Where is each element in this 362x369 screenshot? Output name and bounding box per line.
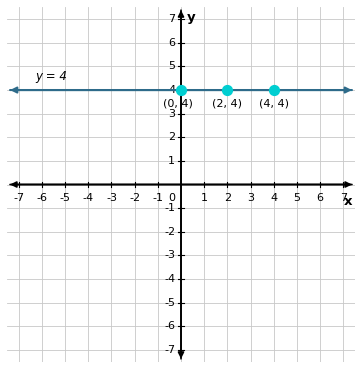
Point <box>178 87 184 93</box>
Text: 4: 4 <box>270 193 277 203</box>
Text: 4: 4 <box>168 85 175 95</box>
Text: -4: -4 <box>164 274 175 284</box>
Text: (0, 4): (0, 4) <box>163 98 193 108</box>
Text: -6: -6 <box>164 321 175 331</box>
Text: -1: -1 <box>152 193 163 203</box>
Text: (2, 4): (2, 4) <box>212 98 242 108</box>
Point <box>224 87 230 93</box>
Text: y: y <box>187 11 195 24</box>
Text: 2: 2 <box>224 193 231 203</box>
Text: 5: 5 <box>168 61 175 72</box>
Text: 1: 1 <box>201 193 208 203</box>
Text: 5: 5 <box>293 193 300 203</box>
Text: -7: -7 <box>13 193 24 203</box>
Text: 2: 2 <box>168 132 175 142</box>
Text: -2: -2 <box>129 193 140 203</box>
Text: 7: 7 <box>168 14 175 24</box>
Text: 1: 1 <box>168 156 175 166</box>
Text: -2: -2 <box>164 227 175 237</box>
Text: 6: 6 <box>168 38 175 48</box>
Text: -5: -5 <box>164 297 175 308</box>
Text: -4: -4 <box>83 193 94 203</box>
Text: 6: 6 <box>316 193 324 203</box>
Text: -1: -1 <box>164 203 175 213</box>
Text: -6: -6 <box>37 193 47 203</box>
Text: y = 4: y = 4 <box>35 70 67 83</box>
Text: 0: 0 <box>168 193 175 203</box>
Text: -3: -3 <box>106 193 117 203</box>
Text: 3: 3 <box>247 193 254 203</box>
Point <box>271 87 277 93</box>
Text: -7: -7 <box>164 345 175 355</box>
Text: -5: -5 <box>60 193 71 203</box>
Text: (4, 4): (4, 4) <box>259 98 289 108</box>
Text: -3: -3 <box>164 250 175 261</box>
Text: 3: 3 <box>168 108 175 119</box>
Text: 7: 7 <box>340 193 347 203</box>
Text: x: x <box>344 195 353 208</box>
